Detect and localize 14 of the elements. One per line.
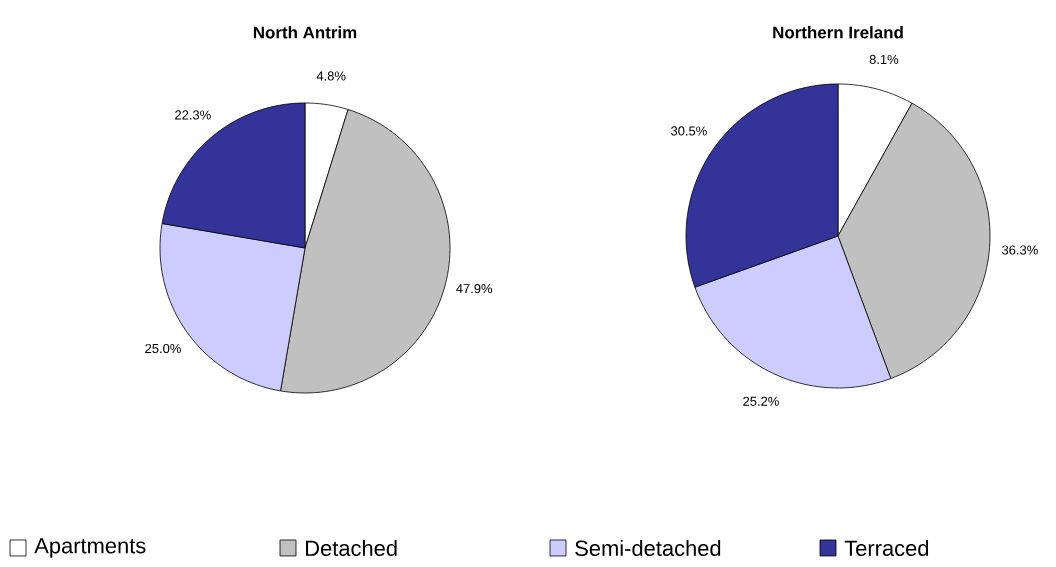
data-label: 47.9%: [456, 284, 493, 294]
chart-title: North Antrim: [253, 26, 357, 39]
legend-label: Detached: [306, 539, 397, 557]
data-label: 36.3%: [1002, 245, 1038, 255]
data-label: 22.3%: [175, 110, 211, 120]
legend-label: Semi-detached: [575, 539, 721, 557]
data-label: 25.0%: [145, 343, 181, 354]
data-label: 4.8%: [316, 71, 346, 81]
chart-title: Northern Ireland: [773, 26, 903, 39]
data-label: 25.2%: [743, 396, 779, 406]
legend-label: Apartments: [34, 538, 146, 558]
data-label: 8.1%: [869, 54, 899, 65]
legend-label: Terraced: [844, 539, 929, 557]
data-label: 30.5%: [671, 126, 707, 136]
